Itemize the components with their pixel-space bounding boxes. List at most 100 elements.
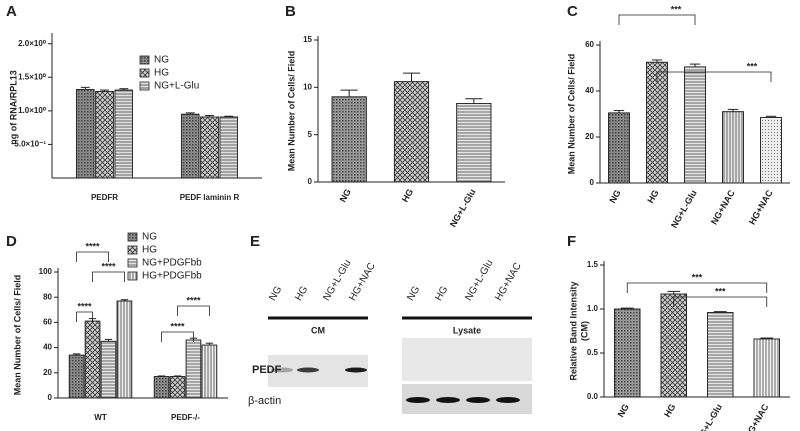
y-tick-label: 1.0×10⁰	[18, 106, 47, 115]
significance-bracket	[76, 251, 109, 262]
y-tick-label: 2.0×10⁰	[18, 39, 47, 48]
y-tick-label: 1.5	[587, 260, 599, 269]
legend-swatch-pattern	[128, 233, 137, 241]
bar-pattern	[185, 339, 202, 399]
blot-band	[466, 397, 490, 403]
significance-label: ***	[692, 272, 703, 282]
significance-bracket	[626, 282, 768, 293]
bar-pattern	[753, 338, 780, 398]
y-tick-label: 15	[303, 35, 312, 44]
legend-swatch-pattern	[140, 82, 149, 90]
legend-label: NG+PDGFbb	[142, 258, 202, 269]
significance-bracket	[161, 331, 194, 342]
x-tick-label: HG+NAC	[747, 188, 775, 227]
legend-swatch-pattern	[140, 69, 149, 77]
y-tick-label: 0	[48, 393, 53, 402]
significance-bracket	[76, 311, 93, 322]
legend-label: HG	[142, 245, 157, 256]
panel-letter: B	[285, 3, 296, 20]
x-tick-label: PEDFR	[91, 193, 118, 202]
legend-label: NG+L-Glu	[154, 81, 199, 92]
x-tick-label: HG+NAC	[743, 402, 771, 431]
legend-swatch-pattern	[128, 259, 137, 267]
y-tick-label: 20	[43, 368, 52, 377]
y-tick-label: 1.0	[587, 304, 599, 313]
y-tick-label: 0	[590, 178, 595, 187]
bar-pattern	[200, 116, 219, 179]
bar-pattern	[201, 344, 218, 399]
bar-pattern	[393, 81, 430, 183]
x-tick-label: NG+L-Glu	[669, 188, 699, 230]
bar-pattern	[100, 340, 117, 399]
y-tick-label: 10	[303, 82, 312, 91]
significance-bracket	[618, 14, 696, 25]
lane-label: NG+L-Glu	[463, 258, 495, 303]
y-axis-label: Mean Number of Cells/ Field	[286, 51, 296, 172]
significance-bracket	[656, 71, 772, 82]
significance-bracket	[92, 271, 125, 282]
x-tick-label: HG	[662, 402, 677, 419]
y-tick-label: 40	[43, 343, 52, 352]
blot-lysate-top	[402, 338, 532, 381]
significance-label: ****	[101, 261, 116, 271]
bar-pattern	[95, 90, 114, 179]
bar-pattern	[456, 103, 492, 183]
lane-label: NG	[405, 284, 422, 303]
bar-pattern	[114, 89, 134, 179]
legend-label: NG	[154, 55, 169, 66]
y-tick-label: 1.5×10⁰	[18, 72, 47, 81]
bar-pattern	[169, 376, 186, 399]
panel-letter: A	[6, 3, 17, 20]
x-tick-label: NG	[607, 188, 622, 205]
y-axis-label: (CM)	[579, 321, 589, 341]
y-tick-label: 5	[308, 130, 313, 139]
x-tick-label: NG	[616, 402, 631, 419]
row-label: β-actin	[248, 395, 281, 407]
bar-pattern	[608, 112, 630, 184]
lane-label: NG	[267, 284, 284, 303]
panel-letter: E	[250, 233, 260, 250]
y-axis-label: Mean Number of Cells/ Field	[12, 275, 22, 396]
bar-pattern	[707, 312, 734, 398]
bar-pattern	[68, 354, 85, 399]
x-tick-label: NG	[338, 187, 353, 204]
y-tick-label: 40	[585, 86, 594, 95]
x-tick-label: NG+L-Glu	[694, 402, 724, 431]
legend-swatch-pattern	[128, 246, 137, 254]
bar-pattern	[684, 66, 706, 184]
bar-pattern	[84, 320, 101, 399]
x-tick-label: HG	[400, 187, 415, 204]
legend-label: NG	[142, 232, 157, 243]
blot-band	[406, 397, 430, 403]
blot-band	[297, 367, 319, 373]
x-tick-label: PEDF laminin R	[180, 193, 240, 202]
blot-band	[436, 397, 460, 403]
row-label: PEDF	[252, 364, 282, 376]
y-tick-label: 80	[43, 292, 52, 301]
blot-band	[345, 367, 367, 373]
bar-pattern	[760, 117, 782, 184]
y-tick-label: 100	[39, 267, 53, 276]
bar-pattern	[153, 376, 170, 399]
y-tick-label: 0.0	[587, 392, 599, 401]
group-label: CM	[311, 325, 325, 335]
lane-label: HG	[433, 284, 450, 303]
significance-bracket	[673, 296, 768, 307]
y-tick-label: 20	[585, 132, 594, 141]
bar-pattern	[331, 96, 367, 183]
significance-label: ***	[747, 61, 758, 71]
x-tick-label: HG	[645, 188, 660, 205]
legend-swatch-pattern	[140, 56, 149, 64]
bar-pattern	[180, 113, 200, 179]
bar-pattern	[722, 111, 744, 184]
y-axis-label: ng of RNA/RPL13	[8, 70, 18, 145]
bar-pattern	[219, 116, 239, 179]
panel-letter: D	[6, 233, 17, 250]
y-tick-label: 0	[308, 177, 313, 186]
panel-letter: F	[567, 233, 576, 250]
y-tick-label: 5.0×10⁻¹	[14, 140, 46, 149]
significance-label: ****	[78, 301, 93, 311]
x-tick-label: WT	[94, 413, 107, 422]
